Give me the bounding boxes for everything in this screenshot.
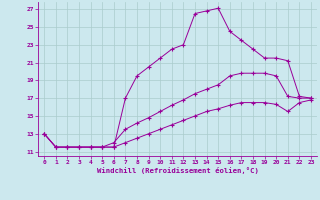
X-axis label: Windchill (Refroidissement éolien,°C): Windchill (Refroidissement éolien,°C) <box>97 167 259 174</box>
